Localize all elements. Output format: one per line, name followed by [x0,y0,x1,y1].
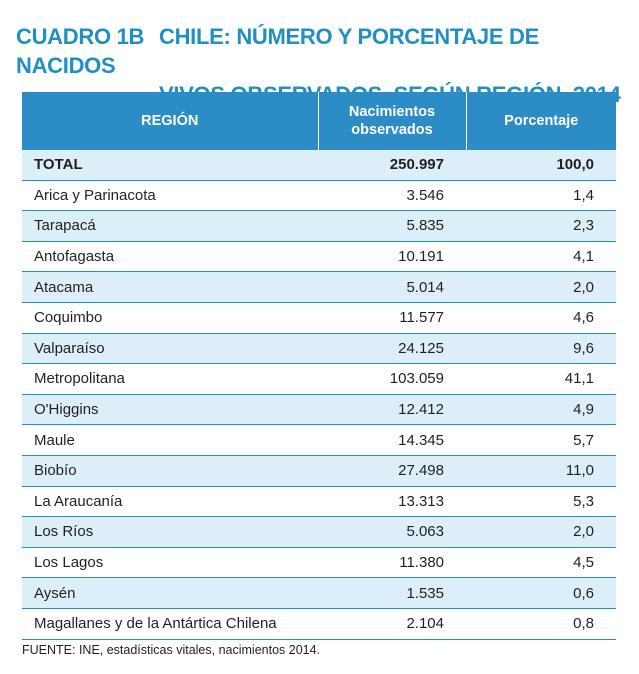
births-cell: 11.380 [318,547,466,579]
births-cell: 5.063 [318,516,466,548]
births-cell: 27.498 [318,455,466,487]
region-cell: Arica y Parinacota [22,180,318,212]
percent-cell: 5,3 [466,486,616,518]
percent-cell: 0,6 [466,577,616,609]
table-row: Aysén 1.535 0,6 [22,577,616,609]
percent-cell: 4,1 [466,241,616,273]
header-births-line1: Nacimientos [348,104,436,120]
births-cell: 14.345 [318,424,466,456]
table-row: O'Higgins 12.412 4,9 [22,394,616,426]
births-cell: 12.412 [318,394,466,426]
region-cell: Aysén [22,577,318,609]
percent-cell: 9,6 [466,333,616,365]
region-cell: Tarapacá [22,210,318,242]
births-cell: 2.104 [318,608,466,640]
percent-cell: 5,7 [466,424,616,456]
region-cell: Metropolitana [22,363,318,395]
births-cell: 103.059 [318,363,466,395]
births-cell: 13.313 [318,486,466,518]
table-row: Atacama 5.014 2,0 [22,271,616,303]
total-percent: 100,0 [466,150,616,181]
region-cell: La Araucanía [22,486,318,518]
births-cell: 10.191 [318,241,466,273]
region-cell: Magallanes y de la Antártica Chilena [22,608,318,640]
table-row: Antofagasta 10.191 4,1 [22,241,616,273]
percent-cell: 4,6 [466,302,616,334]
table-row: Maule 14.345 5,7 [22,424,616,456]
table-number: CUADRO 1B [16,24,145,49]
percent-cell: 2,0 [466,271,616,303]
percent-cell: 11,0 [466,455,616,487]
region-cell: Los Lagos [22,547,318,579]
births-cell: 11.577 [318,302,466,334]
total-label: TOTAL [22,150,318,181]
region-cell: Coquimbo [22,302,318,334]
table-row: Arica y Parinacota 3.546 1,4 [22,180,616,212]
births-cell: 24.125 [318,333,466,365]
births-cell: 5.835 [318,210,466,242]
table-row: Los Ríos 5.063 2,0 [22,516,616,548]
region-cell: Valparaíso [22,333,318,365]
percent-cell: 2,3 [466,210,616,242]
header-births: Nacimientos observados [318,92,467,150]
region-cell: Biobío [22,455,318,487]
header-births-line2: observados [351,122,433,138]
table-row: Metropolitana 103.059 41,1 [22,363,616,395]
header-row: REGIÓN Nacimientos observados Porcentaje [22,92,616,150]
percent-cell: 1,4 [466,180,616,212]
table-row: Biobío 27.498 11,0 [22,455,616,487]
births-cell: 3.546 [318,180,466,212]
births-cell: 5.014 [318,271,466,303]
percent-cell: 4,5 [466,547,616,579]
title-line-1: CUADRO 1B CHILE: NÚMERO Y PORCENTAJE DE N… [16,22,639,80]
percent-cell: 0,8 [466,608,616,640]
region-cell: Antofagasta [22,241,318,273]
births-cell: 1.535 [318,577,466,609]
total-row: TOTAL 250.997 100,0 [22,150,616,181]
percent-cell: 4,9 [466,394,616,426]
source-note: FUENTE: INE, estadísticas vitales, nacim… [22,643,321,657]
table-row: Tarapacá 5.835 2,3 [22,210,616,242]
percent-cell: 2,0 [466,516,616,548]
percent-cell: 41,1 [466,363,616,395]
header-percent: Porcentaje [466,92,616,150]
table-row: Los Lagos 11.380 4,5 [22,547,616,579]
table-row: Magallanes y de la Antártica Chilena 2.10… [22,608,616,640]
title-text-1: CHILE: NÚMERO Y PORCENTAJE DE NACIDOS [16,24,540,78]
region-cell: Atacama [22,271,318,303]
table-row: Coquimbo 11.577 4,6 [22,302,616,334]
total-births: 250.997 [318,150,466,181]
region-cell: Maule [22,424,318,456]
region-cell: Los Ríos [22,516,318,548]
table-row: La Araucanía 13.313 5,3 [22,486,616,518]
table-row: Valparaíso 24.125 9,6 [22,333,616,365]
births-table: REGIÓN Nacimientos observados Porcentaje … [22,92,616,640]
header-region: REGIÓN [22,92,319,150]
region-cell: O'Higgins [22,394,318,426]
